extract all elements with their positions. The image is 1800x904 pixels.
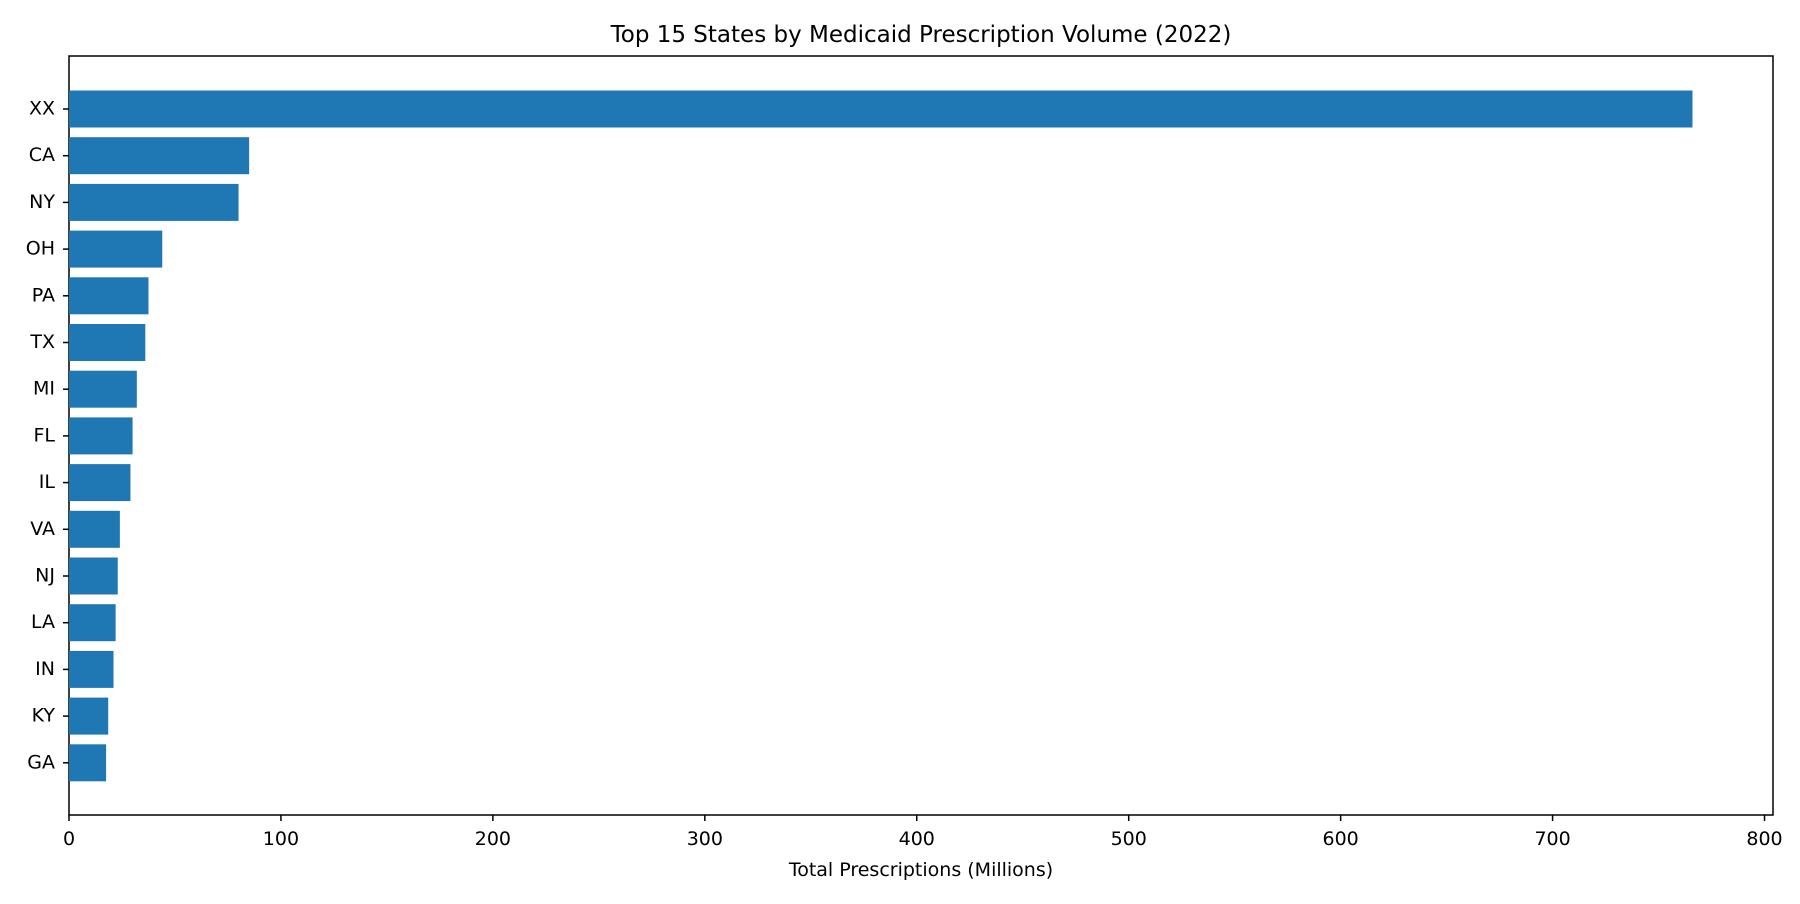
y-tick-label-tx: TX xyxy=(29,331,55,353)
bar-mi xyxy=(69,370,137,408)
y-tick-label-nj: NJ xyxy=(35,565,55,587)
y-tick-label-ga: GA xyxy=(27,751,55,773)
y-tick-label-fl: FL xyxy=(33,424,55,446)
chart-title: Top 15 States by Medicaid Prescription V… xyxy=(610,22,1232,48)
bar-va xyxy=(69,510,120,548)
bar-xx xyxy=(69,90,1693,128)
x-tick-label-300: 300 xyxy=(687,828,723,850)
x-tick-label-500: 500 xyxy=(1111,828,1147,850)
bars-layer xyxy=(69,90,1693,782)
bar-in xyxy=(69,650,114,688)
x-axis: 0 100 200 300 400 500 600 700 800 xyxy=(63,815,1783,850)
x-tick-label-600: 600 xyxy=(1323,828,1359,850)
y-axis: XX CA NY OH PA TX MI FL IL VA NJ LA IN KY GA xyxy=(26,98,69,773)
y-tick-label-in: IN xyxy=(35,658,55,680)
y-tick-label-va: VA xyxy=(30,518,55,540)
y-tick-label-oh: OH xyxy=(26,238,55,260)
y-tick-label-ca: CA xyxy=(29,144,55,166)
bar-pa xyxy=(69,277,149,315)
x-tick-label-700: 700 xyxy=(1534,828,1570,850)
y-tick-label-la: LA xyxy=(31,611,55,633)
x-tick-label-0: 0 xyxy=(63,828,75,850)
bar-tx xyxy=(69,324,146,361)
x-axis-label: Total Prescriptions (Millions) xyxy=(788,859,1053,881)
y-tick-label-mi: MI xyxy=(33,378,55,400)
bar-ky xyxy=(69,697,109,735)
y-tick-label-pa: PA xyxy=(32,284,55,306)
bar-ga xyxy=(69,744,107,782)
y-tick-label-il: IL xyxy=(39,471,56,493)
bar-nj xyxy=(69,557,118,595)
y-tick-label-ky: KY xyxy=(32,705,56,727)
bar-ny xyxy=(69,183,239,221)
bar-la xyxy=(69,604,116,642)
plot-frame xyxy=(68,55,1774,816)
x-tick-label-400: 400 xyxy=(899,828,935,850)
y-tick-label-ny: NY xyxy=(29,191,55,213)
bar-fl xyxy=(69,417,133,455)
y-tick-label-xx: XX xyxy=(29,98,55,120)
bar-oh xyxy=(69,230,163,268)
x-tick-label-100: 100 xyxy=(263,828,299,850)
x-tick-label-200: 200 xyxy=(475,828,511,850)
bar-il xyxy=(69,464,131,502)
x-tick-label-800: 800 xyxy=(1746,828,1782,850)
bar-ca xyxy=(69,137,250,175)
